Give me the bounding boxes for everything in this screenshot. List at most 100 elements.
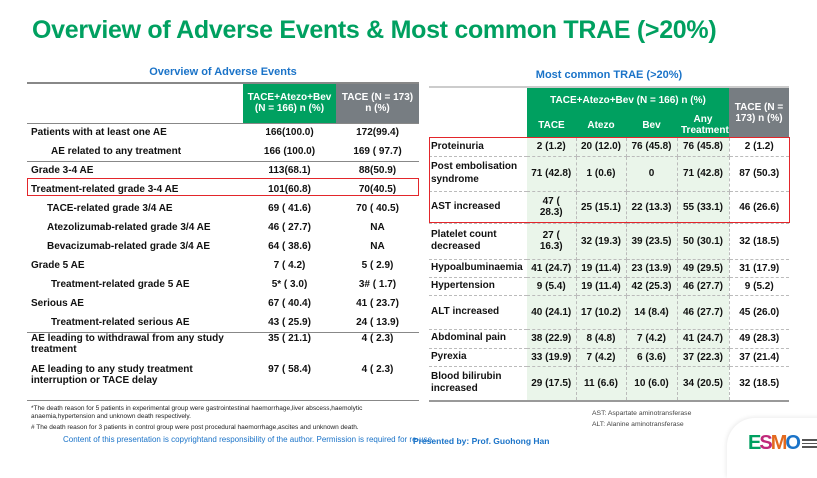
cell-value: 17 (10.2) [576, 295, 627, 330]
cell-value: 0 [626, 156, 678, 192]
control-value: 88(50.9) [358, 165, 397, 177]
table-row: Treatment-related grade 5 AE 5* ( 3.0) 3# … [27, 275, 419, 294]
cell-value: 11 (6.6) [576, 366, 627, 402]
cell-value: 10 (6.0) [626, 366, 678, 402]
row-label: TACE-related grade 3/4 AE [47, 203, 173, 214]
presenter: Presented by: Prof. Guohong Han [413, 436, 550, 446]
footnote-1: *The death reason for 5 patients in expe… [31, 405, 363, 421]
row-label: Platelet count decreased [429, 223, 527, 260]
subheader-bev: Bev [626, 112, 677, 138]
left-table-title: Overview of Adverse Events [149, 66, 297, 78]
cell-value: 45 (26.0) [729, 295, 789, 330]
row-label: Abdominal pain [429, 329, 527, 349]
table-row: Platelet count decreased 27 ( 16.3) 32 (19… [429, 223, 789, 260]
most-common-trae-table: TACE+Atezo+Bev (N = 166) n (%) TACE (N =… [429, 86, 789, 402]
table-row: Treatment-related grade 3-4 AE 101(60.8) 7… [27, 180, 419, 199]
highlight-box [27, 178, 419, 196]
row-label: Proteinuria [429, 138, 527, 157]
cell-value: 6 (3.6) [626, 348, 678, 367]
cell-value: 41 (24.7) [527, 259, 577, 278]
control-value: 41 ( 23.7) [356, 298, 399, 309]
cell-value: 37 (21.4) [729, 348, 789, 367]
cell-value: 32 (18.5) [729, 366, 789, 402]
experimental-value: 35 ( 21.1) [268, 332, 311, 344]
cell-value: 33 (19.9) [527, 348, 577, 367]
cell-value: 41 (24.7) [677, 329, 730, 349]
col-header-control: TACE (N = 173) n (%) [729, 87, 789, 138]
table-row: Blood bilirubin increased 29 (17.5) 11 (6.… [429, 366, 789, 402]
table-row: Treatment-related serious AE 43 ( 25.9) 24… [27, 313, 419, 333]
abbr-alt: ALT: Alanine aminotransferase [592, 420, 684, 428]
group-header-experimental: TACE+Atezo+Bev (N = 166) n (%) [527, 87, 729, 112]
cell-value: 55 (33.1) [677, 191, 730, 224]
cell-value: 8 (4.8) [576, 329, 627, 349]
experimental-value: 166 (100.0) [243, 142, 336, 162]
control-value: 5 ( 2.9) [361, 260, 394, 271]
row-label: Blood bilirubin increased [429, 366, 527, 402]
cell-value: 23 (13.9) [626, 259, 678, 278]
cell-value: 22 (13.3) [626, 191, 678, 224]
table-row: Hypoalbuminaemia 41 (24.7) 19 (11.4) 23 (13… [429, 259, 789, 278]
table-row: Atezolizumab-related grade 3/4 AE 46 ( 27… [27, 218, 419, 237]
experimental-value: 67 ( 40.4) [268, 298, 311, 309]
table-row: Grade 3-4 AE 113(68.1) 88(50.9) [27, 161, 419, 180]
row-label: Patients with at least one AE [31, 127, 167, 139]
row-label: Atezolizumab-related grade 3/4 AE [47, 222, 211, 233]
experimental-value: 69 ( 41.6) [268, 203, 311, 214]
cell-value: 49 (29.5) [677, 259, 730, 278]
abbreviations: AST: Aspartate aminotransferase ALT: Ala… [592, 409, 691, 431]
table-row: AST increased 47 ( 28.3) 25 (15.1) 22 (13.3… [429, 191, 789, 224]
experimental-value: 101(60.8) [268, 184, 311, 195]
cell-value: 2 (1.2) [527, 138, 577, 157]
row-label: Treatment-related grade 5 AE [51, 279, 190, 290]
row-label: Hypertension [429, 277, 527, 296]
cell-value: 34 (20.5) [677, 366, 730, 402]
experimental-value: 43 ( 25.9) [243, 313, 336, 333]
right-table-title: Most common TRAE (>20%) [535, 69, 683, 81]
cell-value: 47 ( 28.3) [527, 191, 577, 224]
footnote-2: # The death reason for 3 patients in con… [31, 424, 359, 431]
cell-value: 20 (12.0) [576, 138, 627, 157]
cell-value: 32 (19.3) [576, 223, 627, 260]
table-row: AE related to any treatment 166 (100.0) 16… [27, 142, 419, 162]
abbr-ast: AST: Aspartate aminotransferase [592, 410, 692, 417]
experimental-value: 46 ( 27.7) [268, 222, 311, 233]
cell-value: 1 (0.6) [576, 156, 627, 192]
row-label: Pyrexia [429, 348, 527, 367]
row-label: Bevacizumab-related grade 3/4 AE [47, 241, 211, 252]
table-row: Patients with at least one AE 166(100.0) 1… [27, 123, 419, 142]
cell-value: 27 ( 16.3) [527, 223, 577, 260]
table-row: Pyrexia 33 (19.9) 7 (4.2) 6 (3.6) 37 (22.3) 3… [429, 348, 789, 367]
control-value: 70 ( 40.5) [356, 203, 399, 214]
experimental-value: 64 ( 38.6) [268, 241, 311, 252]
page-title: Overview of Adverse Events & Most common… [32, 16, 717, 44]
cell-value: 49 (28.3) [729, 329, 789, 349]
cell-value: 40 (24.1) [527, 295, 577, 330]
cell-value: 19 (11.4) [576, 259, 627, 278]
experimental-value: 5* ( 3.0) [271, 279, 308, 290]
cell-value: 9 (5.4) [527, 277, 577, 296]
cell-value: 87 (50.3) [729, 156, 789, 192]
control-value: 172(99.4) [356, 127, 399, 139]
table-row: Hypertension 9 (5.4) 19 (11.4) 42 (25.3) 46 … [429, 277, 789, 296]
cell-value: 71 (42.8) [527, 156, 577, 192]
experimental-value: 7 ( 4.2) [273, 260, 306, 271]
cell-value: 32 (18.5) [729, 223, 789, 260]
control-value: 4 ( 2.3) [336, 364, 419, 401]
table-row: AE leading to any study treatment interr… [27, 364, 419, 401]
cell-value: 76 (45.8) [626, 138, 678, 157]
row-label: Treatment-related serious AE [27, 313, 243, 333]
table-row: Grade 5 AE 7 ( 4.2) 5 ( 2.9) [27, 256, 419, 275]
table-row: TACE-related grade 3/4 AE 69 ( 41.6) 70 ( … [27, 199, 419, 218]
row-label: Serious AE [31, 298, 84, 309]
control-value: 3# ( 1.7) [358, 279, 397, 290]
table-row: Proteinuria 2 (1.2) 20 (12.0) 76 (45.8) 76 (… [429, 138, 789, 157]
experimental-value: 113(68.1) [268, 165, 311, 177]
col-header-experimental: TACE+Atezo+Bev (N = 166) n (%) [243, 83, 336, 124]
cell-value: 29 (17.5) [527, 366, 577, 402]
copyright-notice: Content of this presentation is copyrigh… [63, 435, 435, 444]
cell-value: 46 (27.7) [677, 277, 730, 296]
row-label: AE leading to withdrawal from any study … [31, 332, 224, 355]
control-value: 24 ( 13.9) [336, 313, 419, 333]
cell-value: 31 (17.9) [729, 259, 789, 278]
